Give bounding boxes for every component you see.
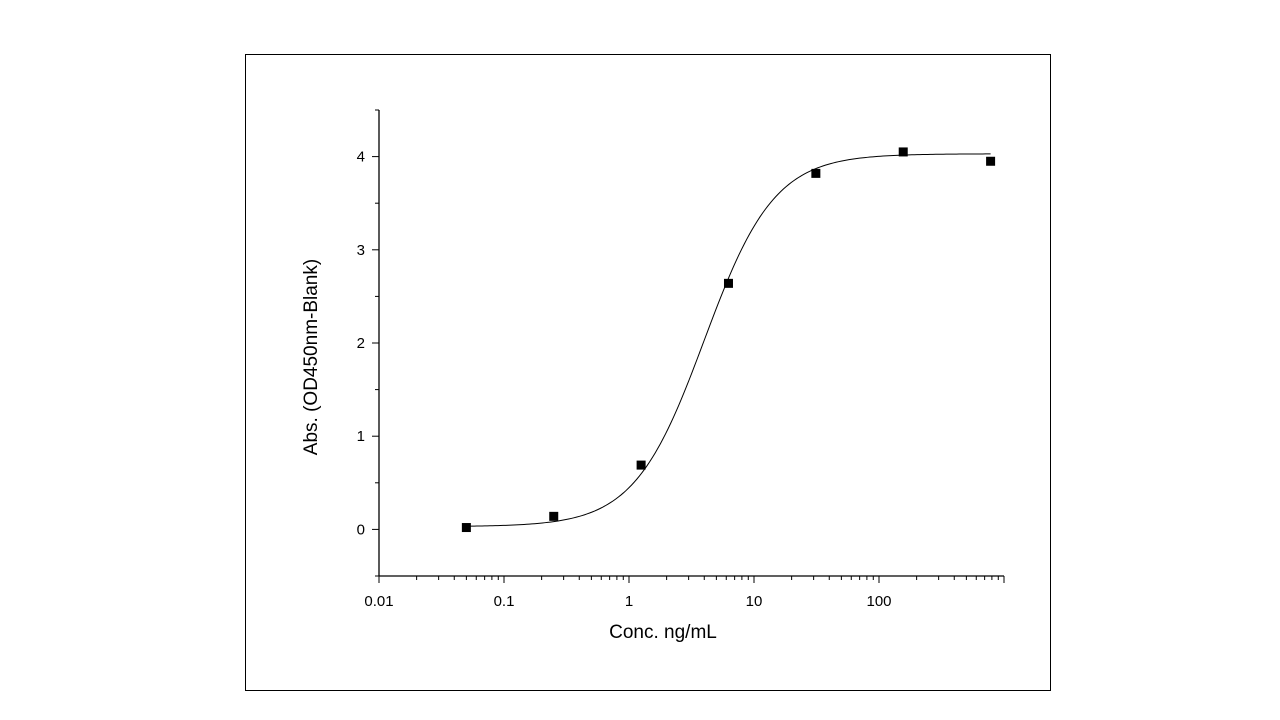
chart-frame xyxy=(245,54,1051,691)
y-axis: 0 1 2 3 4 xyxy=(357,109,380,577)
x-tick-label: 0.01 xyxy=(364,593,393,610)
y-tick-label: 2 xyxy=(357,335,365,352)
y-axis-title: Abs. (OD450nm-Blank) xyxy=(301,259,322,455)
data-point xyxy=(811,168,821,178)
x-tick-label: 100 xyxy=(866,593,891,610)
data-point xyxy=(723,278,733,288)
x-axis-title: Conc. ng/mL xyxy=(609,622,717,643)
x-tick-label: 1 xyxy=(625,593,633,610)
data-point xyxy=(986,156,996,166)
y-tick-label: 0 xyxy=(357,521,365,538)
data-point xyxy=(461,523,471,533)
y-tick-label: 4 xyxy=(357,149,365,166)
data-point xyxy=(898,147,908,157)
y-tick-label: 1 xyxy=(357,428,365,445)
data-points xyxy=(461,147,996,533)
y-tick-label: 3 xyxy=(357,242,365,259)
x-tick-label: 0.1 xyxy=(494,593,515,610)
x-axis: 0.01 0.1 1 10 100 xyxy=(364,575,1005,610)
fit-curve xyxy=(466,153,991,527)
data-point xyxy=(636,460,646,470)
data-point xyxy=(549,511,559,521)
x-tick-label: 10 xyxy=(746,593,763,610)
